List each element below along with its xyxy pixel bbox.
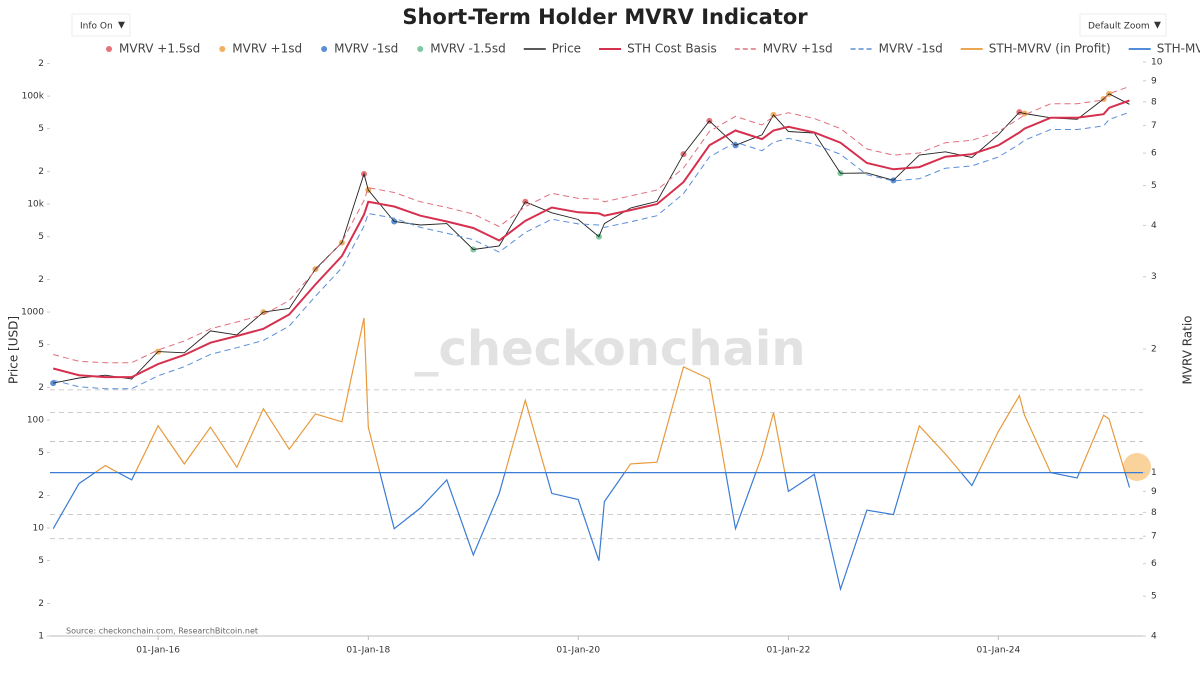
legend-item: STH Cost Basis [599, 42, 717, 56]
y-tick-label: 2 [38, 599, 44, 609]
legend-swatch [321, 46, 328, 52]
dropdown-text: Default Zoom [1088, 22, 1150, 32]
dropdown-box [71, 13, 131, 37]
y-tick-label: 2 [38, 167, 44, 177]
y2-tick-label: 7 [1151, 121, 1157, 131]
series-line [53, 111, 1130, 390]
y2-tick-label: 7 [1151, 532, 1157, 542]
x-tick-label: 01-Jan-18 [346, 646, 390, 656]
y2-tick-label: 6 [1151, 559, 1157, 569]
y-tick-label: 10 [33, 524, 45, 534]
dropdown-box [1079, 13, 1167, 37]
x-tick-label: 01-Jan-20 [556, 646, 600, 656]
legend-label: MVRV -1sd [334, 42, 398, 56]
legend-label: STH-MVRV (in Profit) [989, 42, 1111, 56]
y-tick-label: 2 [38, 383, 44, 393]
legend-label: STH-MVRV (in Loss) [1157, 42, 1200, 56]
source-note: Source: checkonchain.com, ResearchBitcoi… [66, 627, 258, 636]
y-tick-label: 2 [38, 59, 44, 69]
y2-tick-label: 9 [1151, 487, 1157, 497]
series-line [52, 472, 1131, 592]
y2-tick-label: 9 [1151, 76, 1157, 86]
legend-swatch [106, 46, 112, 52]
legend-swatch [219, 46, 226, 52]
y2-tick-label: 5 [1151, 592, 1157, 602]
y2-tick-label: 1 [1151, 468, 1157, 478]
legend-label: MVRV -1sd [879, 42, 943, 56]
y2-tick-label: 8 [1151, 508, 1157, 518]
y2-tick-label: 5 [1151, 181, 1157, 191]
y2-axis-label: MVRV Ratio [1181, 315, 1195, 384]
x-tick-label: 01-Jan-22 [767, 646, 811, 656]
y-tick-label: 5 [38, 448, 44, 458]
y-tick-label: 5 [38, 340, 44, 350]
y2-tick-label: 10 [1151, 58, 1163, 68]
legend-item: MVRV +1sd [219, 42, 302, 56]
series-line [93, 317, 1126, 473]
dropdown-arrow: ▼ [1154, 21, 1161, 31]
y-tick-label: 100 [27, 416, 44, 426]
legend-label: Price [552, 42, 581, 56]
watermark: _checkonchain [414, 321, 805, 377]
info-dropdown[interactable]: Info On ▼ [71, 13, 131, 37]
legend-label: STH Cost Basis [627, 42, 717, 56]
y-tick-label: 1000 [21, 308, 44, 318]
y-tick-label: 5 [38, 556, 44, 566]
legend-label: MVRV +1sd [232, 42, 302, 56]
series-line [53, 85, 1130, 364]
y2-tick-label: 6 [1151, 149, 1157, 159]
highlight-circle [1123, 453, 1151, 481]
y2-tick-label: 4 [1151, 632, 1157, 642]
legend-item: STH-MVRV (in Loss) [1128, 42, 1200, 56]
y2-tick-label: 4 [1151, 221, 1157, 231]
y-tick-label: 5 [38, 124, 44, 134]
x-tick-label: 01-Jan-24 [976, 646, 1020, 656]
legend-label: MVRV +1.5sd [119, 42, 200, 56]
legend-item: MVRV -1sd [321, 42, 398, 56]
zoom-dropdown[interactable]: Default Zoom ▼ [1079, 13, 1167, 37]
y2-tick-label: 2 [1151, 345, 1157, 355]
legend-label: MVRV +1sd [763, 42, 833, 56]
y-tick-label: 100k [22, 92, 45, 102]
y-tick-label: 1 [38, 632, 44, 642]
y-tick-label: 2 [38, 491, 44, 501]
y-tick-label: 2 [38, 275, 44, 285]
legend-item: MVRV +1.5sd [106, 42, 200, 56]
dropdown-arrow: ▼ [118, 21, 125, 31]
y-axis-label: Price [USD] [7, 316, 21, 384]
dropdown-text: Info On [80, 22, 113, 32]
y2-tick-label: 8 [1151, 97, 1157, 107]
series-line [52, 99, 1130, 379]
legend-label: MVRV -1.5sd [430, 42, 506, 56]
legend-item: MVRV -1sd [850, 42, 943, 56]
y2-tick-label: 3 [1151, 272, 1157, 282]
legend-item: MVRV -1.5sd [417, 42, 506, 56]
x-tick-label: 01-Jan-16 [136, 646, 180, 656]
series-line [53, 93, 1130, 384]
legend-item: MVRV +1sd [734, 42, 833, 56]
y-tick-label: 10k [27, 200, 44, 210]
legend-item: Price [523, 42, 581, 56]
chart-title: Short-Term Holder MVRV Indicator [402, 5, 808, 29]
legend-swatch [417, 46, 424, 52]
legend-item: STH-MVRV (in Profit) [960, 42, 1111, 56]
signal-dot [50, 380, 57, 387]
y-tick-label: 5 [38, 232, 44, 242]
